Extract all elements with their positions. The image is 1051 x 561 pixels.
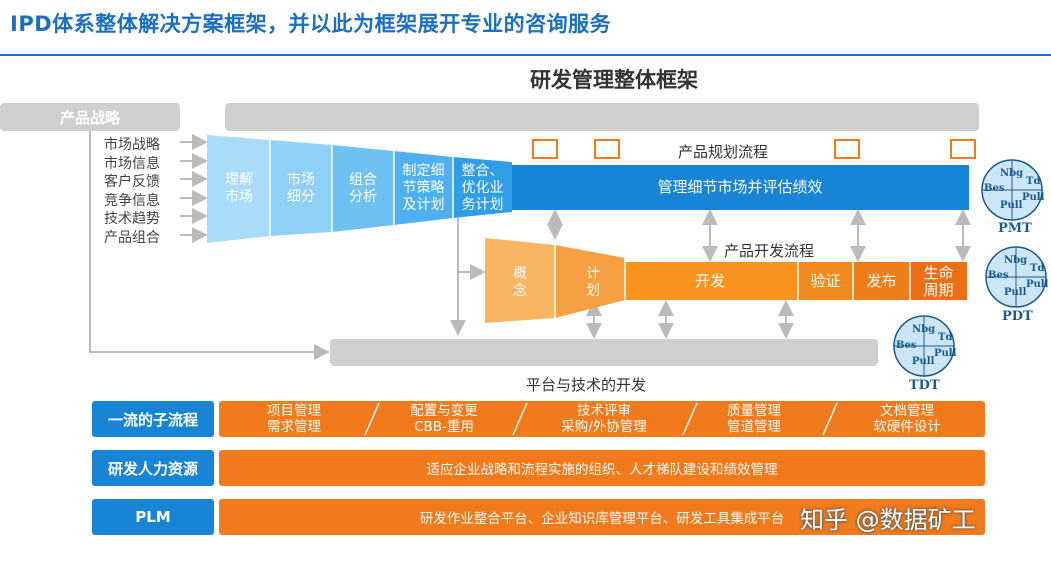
subprocess-cell: 项目管理 需求管理 bbox=[267, 403, 321, 435]
pmt-label: PMT bbox=[998, 221, 1032, 236]
check-icon bbox=[532, 139, 558, 159]
top-gray-bar bbox=[225, 103, 979, 131]
tdt-label: TDT bbox=[909, 378, 940, 393]
input-arrows bbox=[89, 131, 971, 360]
input-item: 技术趋势 bbox=[104, 211, 160, 227]
dev-stage-lifecycle: 生命 周期 bbox=[923, 264, 954, 299]
development-funnel bbox=[485, 238, 967, 323]
row-label-plm: PLM bbox=[92, 499, 214, 535]
gear-word: Td bbox=[1030, 263, 1045, 274]
gear-word: Pull bbox=[912, 356, 935, 367]
planning-flow-label: 产品规划流程 bbox=[678, 143, 769, 161]
subprocess-dividers bbox=[364, 402, 838, 436]
gear-badge-lines bbox=[894, 160, 1046, 376]
plm-bar: 研发作业整合平台、企业知识库管理平台、研发工具集成平台 bbox=[219, 499, 985, 535]
check-icon bbox=[950, 139, 976, 159]
input-item: 产品组合 bbox=[104, 229, 160, 246]
input-item: 竞争信息 bbox=[104, 192, 160, 209]
pdt-label: PDT bbox=[1002, 309, 1033, 324]
subprocess-bar: 项目管理 需求管理 配置与变更 CBB-重用 技术评审 采购/外协管理 质量管理… bbox=[219, 401, 985, 437]
subprocess-cell: 文档管理 软硬件设计 bbox=[873, 403, 941, 435]
gear-word: Bes bbox=[984, 183, 1005, 194]
check-icon bbox=[594, 139, 620, 159]
planning-stage-portfolio-analysis: 组合 分析 bbox=[349, 172, 377, 205]
planning-stage-optimize-plan: 整合、 优化业 务计划 bbox=[461, 163, 504, 213]
dev-stage-concept: 概 念 bbox=[513, 266, 527, 299]
gear-word: Pull bbox=[1026, 279, 1049, 290]
gear-word: Td bbox=[1026, 176, 1041, 187]
dev-stage-plan: 计 划 bbox=[586, 266, 600, 299]
gear-word: Nbg bbox=[1004, 255, 1028, 266]
input-item: 客户反馈 bbox=[104, 174, 160, 190]
planning-stage-understand-market: 理解 市场 bbox=[225, 172, 253, 205]
gear-word: Nbg bbox=[1000, 168, 1024, 179]
hr-bar: 适应企业战略和流程实施的组织、人才梯队建设和绩效管理 bbox=[219, 450, 985, 486]
gear-word: Td bbox=[938, 332, 953, 343]
gear-word: Nbg bbox=[912, 324, 936, 335]
gear-word: Bes bbox=[988, 270, 1009, 281]
platform-bar bbox=[330, 339, 878, 366]
gear-word: Pull bbox=[1000, 200, 1023, 211]
planning-stage-segment-market: 市场 细分 bbox=[287, 172, 315, 205]
check-icon bbox=[834, 139, 860, 159]
framework-title: 研发管理整体框架 bbox=[530, 68, 698, 92]
title-divider bbox=[0, 54, 1051, 56]
planning-main-bar-label: 管理细节市场并评估绩效 bbox=[657, 178, 823, 196]
planning-funnel bbox=[207, 135, 969, 243]
page-title: IPD体系整体解决方案框架，并以此为框架展开专业的咨询服务 bbox=[10, 12, 612, 36]
development-flow-label: 产品开发流程 bbox=[724, 242, 815, 260]
dev-stage-develop: 开发 bbox=[694, 272, 725, 290]
input-list: 市场战略 市场信息 客户反馈 竞争信息 技术趋势 产品组合 bbox=[104, 134, 160, 246]
gear-word: Pull bbox=[1022, 192, 1045, 203]
subprocess-cell: 技术评审 采购/外协管理 bbox=[561, 403, 647, 435]
dev-stage-verify: 验证 bbox=[810, 272, 841, 290]
input-item: 市场战略 bbox=[104, 137, 160, 153]
row-label-hr: 研发人力资源 bbox=[92, 450, 214, 486]
platform-label: 平台与技术的开发 bbox=[526, 376, 647, 394]
planning-stage-strategy-plan: 制定细 节策略 及计划 bbox=[402, 163, 445, 213]
product-strategy-box: 产品战略 bbox=[0, 103, 180, 131]
row-label-subprocess: 一流的子流程 bbox=[92, 401, 214, 437]
product-strategy-label: 产品战略 bbox=[59, 108, 120, 127]
gear-word: Pull bbox=[1004, 287, 1027, 298]
gear-word: Bes bbox=[896, 340, 917, 351]
gear-word: Pull bbox=[934, 348, 957, 359]
input-item: 市场信息 bbox=[104, 155, 160, 172]
subprocess-cell: 质量管理 管道管理 bbox=[727, 403, 781, 435]
watermark: 知乎 @数据矿工 bbox=[800, 506, 976, 534]
subprocess-cell: 配置与变更 CBB-重用 bbox=[410, 403, 478, 435]
dev-stage-release: 发布 bbox=[866, 272, 897, 290]
